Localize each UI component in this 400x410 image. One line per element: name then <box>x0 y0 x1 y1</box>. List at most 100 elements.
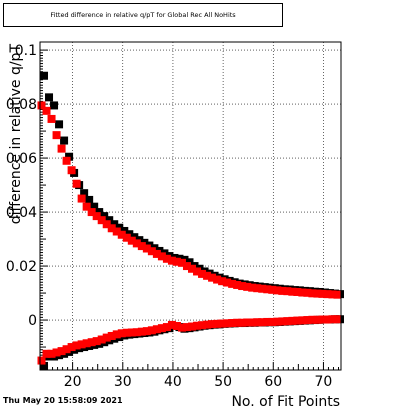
y-tick-label: 0 <box>28 313 37 329</box>
data-point <box>82 339 91 348</box>
data-point <box>182 323 191 332</box>
data-point <box>243 282 252 291</box>
data-point <box>283 287 292 296</box>
data-point <box>233 280 242 289</box>
data-point <box>268 317 277 326</box>
data-point <box>127 328 136 337</box>
data-point <box>318 289 327 298</box>
data-point <box>37 101 46 110</box>
y-tick-label: 0.08 <box>6 97 37 113</box>
data-point <box>228 279 237 288</box>
data-point <box>253 318 262 327</box>
y-tick-label: 0.04 <box>6 205 37 221</box>
data-point <box>152 325 161 334</box>
data-point <box>273 317 282 326</box>
data-point <box>228 319 237 328</box>
data-point <box>40 71 49 80</box>
data-point <box>203 320 212 329</box>
data-point <box>288 316 297 325</box>
data-point <box>167 256 176 265</box>
data-point <box>313 315 322 324</box>
data-point <box>328 290 337 299</box>
data-point <box>42 106 51 115</box>
data-point <box>318 315 327 324</box>
data-point <box>298 316 307 325</box>
data-point <box>162 254 171 263</box>
data-point <box>127 236 136 245</box>
data-point <box>117 230 126 239</box>
data-point <box>55 120 64 129</box>
data-point <box>42 349 51 358</box>
data-point <box>77 340 86 349</box>
data-point <box>283 317 292 326</box>
x-tick-label: 20 <box>64 374 82 390</box>
plot-frame <box>39 41 342 371</box>
data-point <box>47 349 56 358</box>
data-point <box>333 290 342 299</box>
data-point <box>323 315 332 324</box>
data-point <box>97 216 106 225</box>
data-point <box>87 208 96 217</box>
data-point <box>177 323 186 332</box>
data-point <box>177 258 186 267</box>
data-point <box>132 239 141 248</box>
data-point <box>293 316 302 325</box>
data-point <box>313 289 322 298</box>
data-point <box>278 317 287 326</box>
data-point <box>62 156 71 165</box>
data-point <box>263 317 272 326</box>
x-tick-label: 60 <box>264 374 282 390</box>
data-point <box>112 330 121 339</box>
data-point <box>308 289 317 298</box>
data-point <box>328 315 337 324</box>
data-point <box>112 227 121 236</box>
y-tick-label: 0.02 <box>6 259 37 275</box>
data-point <box>208 273 217 282</box>
data-point <box>258 284 267 293</box>
data-point <box>117 329 126 338</box>
x-tick-label: 30 <box>114 374 132 390</box>
data-point <box>90 202 99 211</box>
data-point <box>198 269 207 278</box>
data-point <box>72 179 81 188</box>
data-point <box>77 194 86 203</box>
timestamp: Thu May 20 15:58:09 2021 <box>3 396 123 405</box>
data-point <box>137 327 146 336</box>
data-point <box>188 264 197 273</box>
data-point <box>248 283 257 292</box>
data-point <box>40 361 49 370</box>
data-point <box>102 220 111 229</box>
data-point <box>218 277 227 286</box>
data-point <box>157 324 166 333</box>
data-point <box>223 319 232 328</box>
data-point <box>147 247 156 256</box>
data-point <box>122 233 131 242</box>
data-point <box>45 93 54 102</box>
data-point <box>233 318 242 327</box>
data-point <box>298 288 307 297</box>
data-point <box>172 257 181 266</box>
data-point <box>52 348 61 357</box>
data-point <box>100 212 109 221</box>
data-point <box>62 345 71 354</box>
data-point <box>80 189 89 198</box>
data-point <box>37 356 46 365</box>
data-point <box>92 212 101 221</box>
data-point <box>102 333 111 342</box>
data-point <box>67 166 76 175</box>
data-point <box>218 319 227 328</box>
data-point <box>182 262 191 271</box>
data-point <box>193 321 202 330</box>
data-point <box>60 136 69 145</box>
data-point <box>110 220 119 229</box>
data-point <box>238 318 247 327</box>
data-point <box>132 328 141 337</box>
data-point <box>82 202 91 211</box>
data-point <box>323 290 332 299</box>
data-point <box>288 287 297 296</box>
data-point <box>333 315 342 324</box>
data-point <box>52 131 61 140</box>
data-point <box>57 347 66 356</box>
x-tick-label: 70 <box>315 374 333 390</box>
data-point <box>273 286 282 295</box>
